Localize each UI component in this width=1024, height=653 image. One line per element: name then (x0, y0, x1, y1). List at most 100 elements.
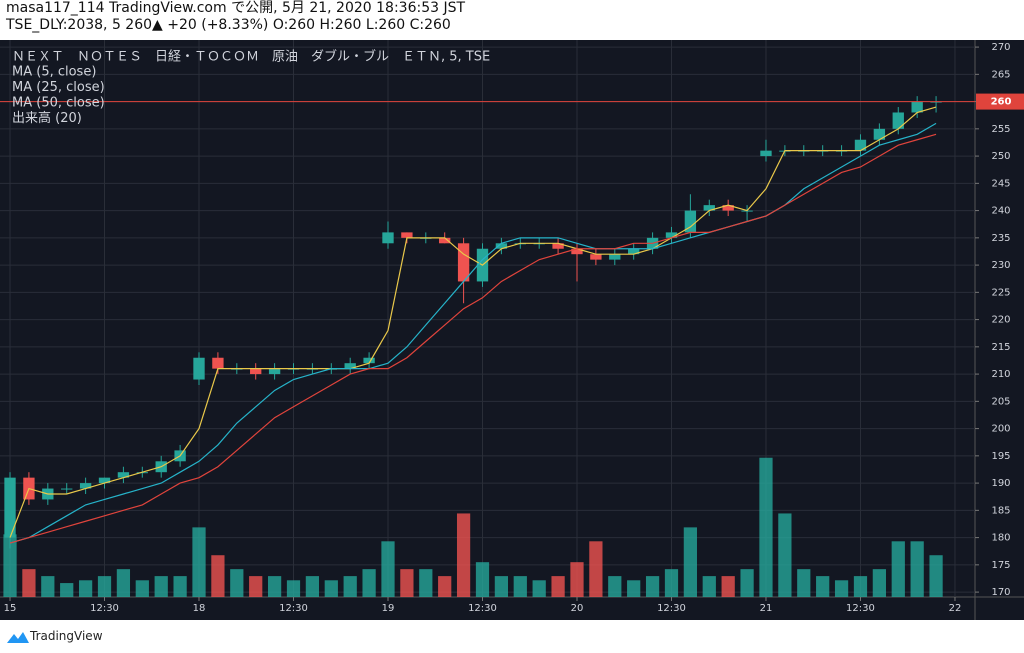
volume-bar (740, 569, 754, 597)
volume-bar (778, 513, 792, 597)
y-tick-label: 240 (991, 206, 1010, 217)
last-price-box (976, 93, 1024, 110)
candle-body (382, 232, 394, 244)
volume-bar (211, 555, 225, 597)
volume-bar (116, 569, 131, 597)
volume-bar (494, 576, 509, 597)
x-tick-label: 21 (760, 603, 773, 614)
volume-bar (41, 576, 55, 597)
volume-bar (797, 569, 811, 597)
x-tick-label: 15 (4, 603, 17, 614)
volume-bar (664, 569, 679, 597)
volume-bar (343, 576, 357, 597)
volume-bar (22, 569, 36, 597)
volume-bar (759, 457, 773, 597)
candle-body (703, 205, 715, 211)
footer: TradingView (0, 620, 1024, 653)
volume-bar (97, 576, 112, 597)
volume-bar (627, 580, 641, 597)
y-tick-label: 235 (991, 233, 1010, 244)
candle-body (61, 488, 73, 490)
y-tick-label: 180 (991, 533, 1010, 544)
x-tick-label: 12:30 (279, 603, 308, 614)
y-tick-label: 215 (991, 342, 1010, 353)
candle-body (722, 205, 734, 211)
x-tick-label: 12:30 (90, 603, 119, 614)
volume-bar (135, 580, 149, 597)
volume-bar (286, 580, 301, 597)
volume-bar (362, 569, 376, 597)
chart-title: ＮＥＸＴ ＮＯＴＥＳ 日経・ＴＯＣＯＭ 原油 ダブル・ブル ＥＴＮ, 5, TS… (12, 49, 490, 65)
x-tick-label: 12:30 (846, 603, 875, 614)
y-tick-label: 230 (991, 260, 1010, 271)
x-tick-label: 20 (571, 603, 584, 614)
volume-bar (702, 576, 716, 597)
header-line: masa117_114 TradingView.com で公開, 5月 21, … (6, 0, 466, 16)
candle-body (344, 363, 356, 369)
volume-bar (816, 576, 830, 597)
y-tick-label: 185 (991, 505, 1010, 516)
candle-body (571, 248, 583, 255)
volume-bar (551, 576, 565, 597)
y-tick-label: 200 (991, 424, 1010, 435)
y-tick-label: 190 (991, 478, 1010, 489)
y-tick-label: 250 (991, 151, 1010, 162)
volume-bar (721, 576, 735, 597)
ma-line (9, 106, 937, 538)
candle-body (854, 139, 867, 151)
candle-body (212, 357, 224, 369)
legend-entry: MA (50, close) (12, 96, 105, 111)
candle-body (250, 368, 262, 375)
y-tick-label: 220 (991, 315, 1010, 326)
volume-bar (608, 576, 622, 597)
volume-bar (475, 562, 490, 597)
volume-bar (400, 569, 414, 597)
x-tick-label: 12:30 (468, 603, 497, 614)
volume-bar (645, 576, 660, 597)
x-tick-label: 12:30 (657, 603, 686, 614)
volume-bar (929, 555, 943, 597)
candle-body (665, 232, 678, 238)
x-tick-label: 19 (382, 603, 395, 614)
candle-body (79, 483, 92, 489)
legend-entry: MA (5, close) (12, 65, 96, 80)
brand: TradingView (30, 629, 103, 643)
volume-bar (853, 576, 868, 597)
volume-bar (230, 569, 244, 597)
candle-body (98, 477, 111, 484)
legend-entry: 出来高 (20) (12, 110, 82, 126)
x-tick-label: 18 (193, 603, 206, 614)
volume-bar (324, 580, 338, 597)
chart-background (0, 40, 1024, 620)
volume-bar (910, 541, 924, 597)
candle-body (117, 472, 130, 478)
candle-body (495, 243, 508, 249)
header-line: TSE_DLY:2038, 5 260▲ +20 (+8.33%) O:260 … (6, 17, 451, 33)
ma-line (9, 133, 937, 544)
volume-bar (834, 580, 849, 597)
volume-bar (249, 576, 263, 597)
volume-bar (305, 576, 320, 597)
volume-bar (570, 562, 584, 597)
y-tick-label: 205 (991, 396, 1010, 407)
y-tick-label: 175 (991, 560, 1010, 571)
candle-body (439, 237, 451, 244)
y-tick-label: 265 (991, 69, 1010, 80)
candle-body (401, 232, 413, 238)
volume-bar (872, 569, 886, 597)
y-tick-label: 255 (991, 124, 1010, 135)
y-tick-label: 225 (991, 287, 1010, 298)
candle-body (760, 150, 772, 157)
volume-bar (683, 527, 697, 597)
y-tick-label: 170 (991, 587, 1010, 598)
candle-body (684, 210, 697, 233)
candle-body (911, 101, 923, 113)
y-tick-label: 210 (991, 369, 1010, 380)
volume-bar (192, 527, 206, 597)
last-price-label: 260 (991, 97, 1012, 108)
x-tick-label: 22 (949, 603, 962, 614)
candle-body (457, 243, 470, 282)
volume-bar (381, 541, 395, 597)
